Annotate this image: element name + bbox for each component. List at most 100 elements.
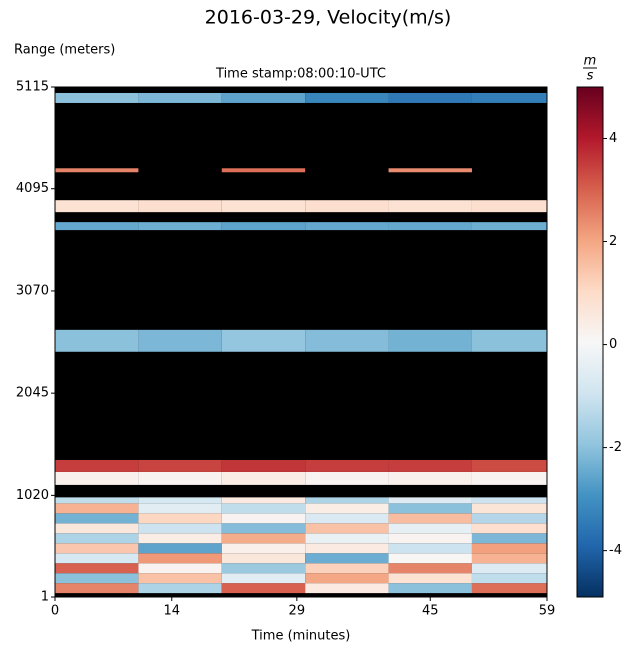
heatmap-cell xyxy=(388,583,472,594)
heatmap-cell xyxy=(388,92,472,103)
heatmap-cell xyxy=(471,503,547,514)
heatmap-cell xyxy=(55,168,139,173)
y-tick-label: 3070 xyxy=(16,283,49,298)
colorbar-tick-label: 0 xyxy=(609,337,617,352)
x-tick-label: 29 xyxy=(289,604,306,619)
heatmap-cell xyxy=(388,573,472,584)
heatmap-cell xyxy=(471,222,547,231)
heatmap-cell xyxy=(305,92,389,103)
heatmap-cell xyxy=(305,533,389,544)
colorbar-tick-label: -2 xyxy=(609,440,622,455)
heatmap-cell xyxy=(221,573,306,584)
colorbar-unit-bottom: s xyxy=(587,69,594,84)
heatmap-cell xyxy=(138,553,222,564)
heatmap-cell xyxy=(388,533,472,544)
x-tick-label: 59 xyxy=(539,604,556,619)
y-axis-label: Range (meters) xyxy=(14,43,115,58)
heatmap-cell xyxy=(138,497,222,504)
heatmap-cell xyxy=(55,329,139,352)
heatmap-cell xyxy=(388,168,472,173)
heatmap-cell xyxy=(388,497,472,504)
heatmap-cell xyxy=(138,583,222,594)
heatmap-cell xyxy=(221,583,306,594)
y-tick-label: 4095 xyxy=(16,181,49,196)
heatmap-cell xyxy=(55,200,139,213)
heatmap-cell xyxy=(221,497,306,504)
heatmap-cell xyxy=(221,92,306,103)
heatmap-cell xyxy=(305,553,389,564)
heatmap-cell xyxy=(55,583,139,594)
heatmap-cell xyxy=(305,543,389,554)
heatmap-cell xyxy=(388,523,472,534)
chart-subtitle: Time stamp:08:00:10-UTC xyxy=(215,67,386,82)
heatmap-cell xyxy=(388,459,472,472)
heatmap-cell xyxy=(138,222,222,231)
heatmap-cell xyxy=(471,583,547,594)
heatmap-cell xyxy=(471,92,547,103)
y-tick-label: 5115 xyxy=(16,80,49,95)
colorbar-tick-label: 4 xyxy=(609,131,617,146)
y-tick-label: 1020 xyxy=(16,488,49,503)
x-axis-label: Time (minutes) xyxy=(251,629,351,644)
heatmap-cell xyxy=(55,523,139,534)
heatmap-cell xyxy=(55,533,139,544)
heatmap-cell xyxy=(471,513,547,524)
heatmap-cell xyxy=(55,563,139,574)
heatmap-cell xyxy=(388,329,472,352)
heatmap-cell xyxy=(471,497,547,504)
heatmap-cell xyxy=(305,523,389,534)
heatmap-cell xyxy=(471,573,547,584)
heatmap-cell xyxy=(305,497,389,504)
chart-title: 2016-03-29, Velocity(m/s) xyxy=(205,7,452,29)
heatmap-cell xyxy=(471,563,547,574)
heatmap-cell xyxy=(471,471,547,485)
y-tick-label: 2045 xyxy=(16,386,49,401)
heatmap-cell xyxy=(138,543,222,554)
heatmap-cell xyxy=(305,563,389,574)
heatmap-cell xyxy=(138,573,222,584)
heatmap-cell xyxy=(138,513,222,524)
heatmap-cell xyxy=(305,222,389,231)
heatmap-cell xyxy=(221,553,306,564)
heatmap-cell xyxy=(221,329,306,352)
heatmap-cell xyxy=(221,503,306,514)
heatmap-cell xyxy=(305,583,389,594)
heatmap-cell xyxy=(138,459,222,472)
heatmap-cell xyxy=(55,543,139,554)
heatmap-cell xyxy=(221,533,306,544)
heatmap-cell xyxy=(305,573,389,584)
plot-frame xyxy=(54,86,548,598)
heatmap-cell xyxy=(221,543,306,554)
heatmap-cell xyxy=(471,553,547,564)
heatmap-cell xyxy=(55,92,139,103)
heatmap-cell xyxy=(221,523,306,534)
heatmap-cell xyxy=(388,553,472,564)
heatmap-cell xyxy=(388,471,472,485)
colorbar xyxy=(576,86,604,598)
heatmap-cell xyxy=(471,329,547,352)
heatmap-cell xyxy=(388,563,472,574)
heatmap-cell xyxy=(138,523,222,534)
heatmap-cell xyxy=(138,503,222,514)
heatmap-cell xyxy=(138,92,222,103)
x-tick-label: 45 xyxy=(422,604,439,619)
heatmap-cell xyxy=(138,533,222,544)
heatmap-cell xyxy=(138,471,222,485)
colorbar-tick-label: -4 xyxy=(609,543,622,558)
heatmap-cell xyxy=(221,563,306,574)
x-tick-label: 0 xyxy=(51,604,59,619)
heatmap-cell xyxy=(55,471,139,485)
heatmap-cell xyxy=(138,563,222,574)
colorbar-tick-label: 2 xyxy=(609,234,617,249)
x-tick-label: 14 xyxy=(163,604,180,619)
heatmap-cell xyxy=(221,168,306,173)
heatmap-cell xyxy=(305,471,389,485)
heatmap-cell xyxy=(221,222,306,231)
heatmap-cell xyxy=(305,513,389,524)
heatmap-cell xyxy=(55,513,139,524)
heatmap-cell xyxy=(138,329,222,352)
heatmap-cell xyxy=(471,459,547,472)
heatmap-cell xyxy=(221,200,306,213)
heatmap-cell xyxy=(471,200,547,213)
